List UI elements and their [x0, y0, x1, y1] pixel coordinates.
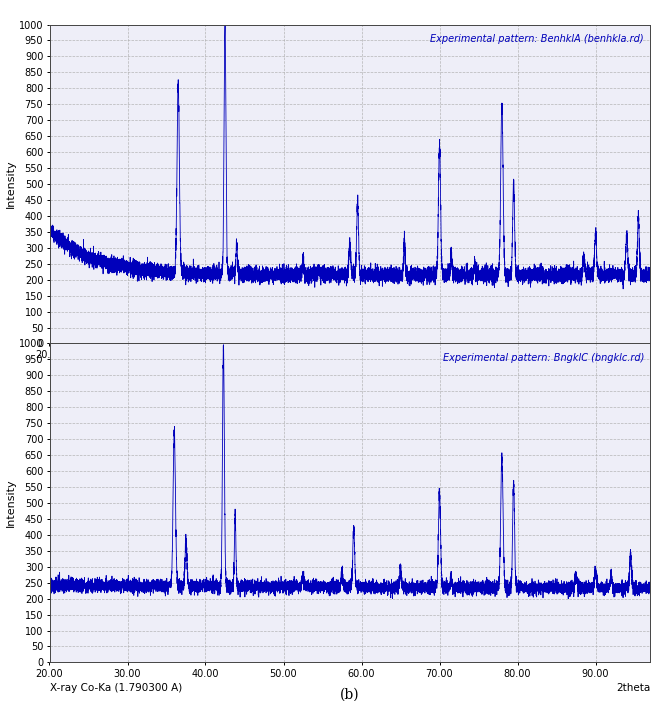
Text: (a): (a) — [341, 369, 359, 383]
Text: 2theta: 2theta — [616, 365, 650, 374]
Y-axis label: Intensity: Intensity — [6, 160, 16, 208]
Text: (b): (b) — [340, 688, 360, 701]
Text: 2theta: 2theta — [616, 683, 650, 693]
Text: X-ray Co-Ka (1.790300 A): X-ray Co-Ka (1.790300 A) — [50, 365, 182, 374]
Y-axis label: Intensity: Intensity — [6, 479, 16, 527]
Text: X-ray Co-Ka (1.790300 A): X-ray Co-Ka (1.790300 A) — [50, 683, 182, 693]
Text: Experimental pattern: BenhklA (benhkla.rd): Experimental pattern: BenhklA (benhkla.r… — [430, 34, 644, 44]
Text: Experimental pattern: BngklC (bngklc.rd): Experimental pattern: BngklC (bngklc.rd) — [443, 353, 644, 363]
